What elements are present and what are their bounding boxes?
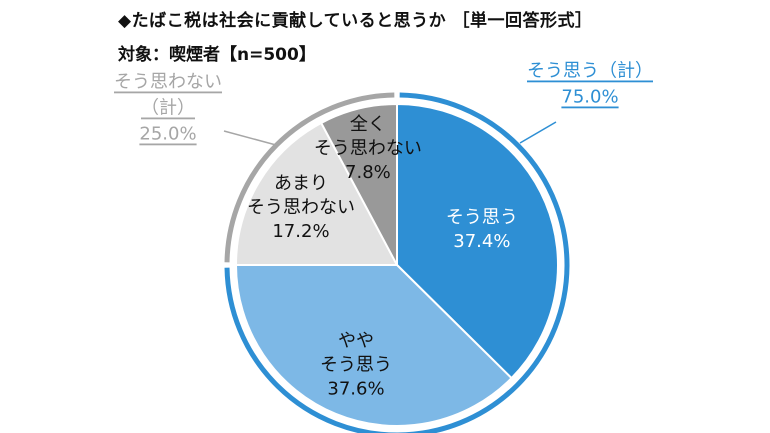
slice-label-1-line-0: やや <box>338 330 374 351</box>
slice-label-3-line-0: 全く <box>350 114 386 135</box>
slice-label-0-line-0: そう思う <box>446 207 518 228</box>
summary-arc-0 <box>224 92 570 433</box>
slice-label-0-line-1: 37.4% <box>453 231 510 252</box>
chart-subtitle: 対象：喫煙者【n=500】 <box>118 45 316 65</box>
pie-slices <box>234 102 559 427</box>
slice-labels: そう思う37.4%ややそう思う37.6%あまりそう思わない17.2%全くそう思わ… <box>247 114 518 399</box>
group-leader-line-0 <box>519 121 557 144</box>
slice-label-2-line-0: あまり <box>274 173 328 194</box>
slice-label-3-line-1: そう思わない <box>314 138 422 159</box>
pie-slice-2 <box>234 121 399 266</box>
slice-label-1-line-1: そう思う <box>320 354 392 375</box>
group-label-1-line-1: （計） <box>141 98 195 119</box>
group-labels: そう思う（計） 75.0% そう思わない （計） 25.0% <box>114 61 653 146</box>
summary-arc-1 <box>224 92 395 263</box>
pie-slice-1 <box>234 264 513 427</box>
pie-slice-3 <box>319 102 398 266</box>
chart-title: ◆たばこ税は社会に貢献していると思うか ［単一回答形式］ <box>118 11 593 31</box>
summary-ring <box>224 92 570 433</box>
group-label-1-line-0: そう思わない <box>114 72 222 93</box>
group-leader-line-1 <box>223 130 277 146</box>
slice-label-2-line-2: 17.2% <box>272 221 329 242</box>
group-label-0-line-1: 75.0% <box>561 87 618 108</box>
group-label-0-line-0: そう思う（計） <box>527 61 653 82</box>
slice-label-1-line-2: 37.6% <box>327 378 384 399</box>
group-label-1-line-2: 25.0% <box>139 124 196 145</box>
pie-slice-0 <box>396 102 559 380</box>
slice-label-2-line-1: そう思わない <box>247 197 355 218</box>
slice-label-3-line-2: 7.8% <box>345 162 391 183</box>
